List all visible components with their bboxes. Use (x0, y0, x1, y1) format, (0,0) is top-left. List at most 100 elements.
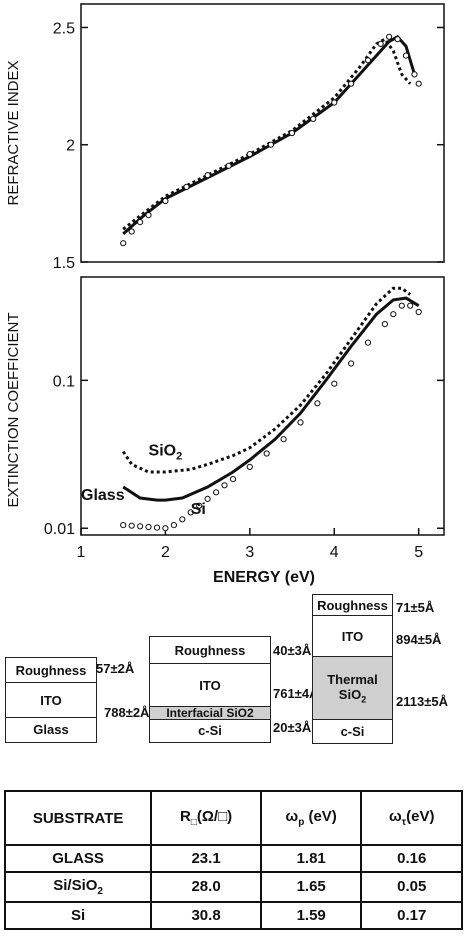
top-open-circle-point (128, 228, 135, 235)
thermal-stack-roughness-layer: Roughness (313, 595, 392, 616)
bottom-xtick-label: 3 (245, 544, 254, 561)
bottom-open-circle-point (381, 321, 388, 328)
interfacial-roughness-thickness: 40±3Å (273, 643, 312, 658)
wt-cell: 0.05 (360, 870, 463, 904)
top-open-circle-point (183, 183, 190, 190)
table-header-row: SUBSTRATE R□(Ω/□) ωp (eV) ωτ(eV) (3, 790, 463, 846)
glass-roughness-thickness: 57±2Å (96, 661, 135, 676)
relaxation-frequency-header: ωτ(eV) (360, 790, 463, 846)
top-open-circle-point (411, 71, 418, 78)
top-open-circle-point (377, 40, 384, 48)
bottom-open-circle-point (196, 502, 203, 509)
substrate-header: SUBSTRATE (3, 790, 153, 846)
glass-stack-glass-layer: Glass (33, 722, 69, 737)
top-open-circle-point (120, 240, 127, 247)
top-plot-frame (80, 3, 445, 263)
bottom-open-circle-point (407, 302, 414, 309)
bottom-open-circle-point (187, 509, 194, 516)
bottom-open-circle-point (364, 339, 372, 346)
sheet-resistance-header: R□(Ω/□) (150, 790, 262, 846)
top-ytick-label: 2 (66, 138, 75, 155)
wt-cell: 0.16 (360, 844, 463, 873)
bottom-xtick-label: 1 (77, 544, 86, 561)
bottom-series-labels: SiO2 Glass Si (81, 443, 206, 518)
sio-label: SiO2 (338, 686, 367, 705)
bottom-open-circle-point (297, 419, 304, 426)
table-row: Si/SiO2 28.0 1.65 0.05 (3, 870, 463, 904)
bottom-ytick-label: 0.01 (44, 521, 75, 538)
thermal-sio2-stack: Roughness ITO Thermal SiO2 c-Si (312, 594, 393, 744)
interfacial-sio2-thickness: 20±3Å (273, 720, 312, 735)
thermal-stack-csi-layer: c-Si (340, 723, 365, 739)
glass-stack: Roughness ITO Glass (5, 657, 97, 743)
thermal-ito-thickness: 894±5Å (396, 632, 442, 647)
bottom-xtick-label: 5 (414, 544, 423, 561)
bottom-open-circle-point (221, 482, 228, 489)
thermal-stack-ito-layer: ITO (313, 616, 392, 657)
charts-figure: 1.5 2 2.5 REFRACTIVE INDEX 0.01 0.1 1 2 3 4 5 S… (5, 3, 445, 586)
top-solid-series-line (122, 34, 416, 236)
thermal-roughness-thickness: 71±5Å (396, 600, 435, 615)
top-open-circle-point (225, 162, 232, 169)
top-open-circle-point (145, 212, 152, 219)
bottom-xtick-label: 4 (330, 544, 339, 561)
top-ylabel: REFRACTIVE INDEX (5, 60, 22, 205)
top-ytick-label: 2.5 (53, 20, 75, 37)
top-open-circle-point (137, 219, 144, 226)
bottom-xtick-group: 1 2 3 4 5 (77, 528, 423, 561)
bottom-open-circle-point (153, 524, 161, 531)
thermal-stack-sio2-layer: Thermal SiO2 (313, 657, 392, 720)
thermal-label: Thermal (327, 671, 378, 687)
interfacial-stack-roughness-layer: Roughness (150, 637, 270, 664)
plasma-frequency-header: ωp (eV) (259, 790, 363, 846)
bottom-open-circle-point (179, 516, 186, 523)
bottom-plot-frame (80, 276, 445, 536)
glass-stack-ito-layer: ITO (6, 683, 96, 718)
top-open-circle-point (246, 151, 253, 158)
bottom-open-circle-point (162, 525, 169, 532)
bottom-open-circle-point (246, 463, 253, 470)
resistance-cell: 23.1 (150, 844, 262, 873)
interfacial-ito-thickness: 761±4Å (273, 686, 319, 701)
resistance-cell: 28.0 (150, 870, 262, 904)
bottom-open-circle-point (398, 302, 405, 309)
top-open-circle-point (386, 33, 393, 40)
bottom-open-circle-point (263, 450, 270, 457)
bottom-open-circle-point (229, 476, 237, 483)
bottom-open-circle-point (331, 380, 338, 387)
thermal-sio2-thickness: 2113±5Å (396, 694, 448, 709)
top-open-circle-point (204, 172, 211, 179)
bottom-series-label: Si (191, 501, 206, 518)
bottom-solid-series-line (122, 296, 420, 502)
substrate-cell: GLASS (3, 844, 153, 873)
bottom-xtick-label: 2 (161, 544, 170, 561)
top-open-circle-point (310, 115, 317, 123)
top-open-circle-point (267, 141, 274, 148)
top-dashed-series-line (122, 37, 412, 231)
table-row: GLASS 23.1 1.81 0.16 (3, 844, 463, 873)
bottom-ylabel: EXTINCTION COEFFICIENT (5, 313, 22, 508)
bottom-open-circle-point (137, 523, 144, 530)
substrate-table: SUBSTRATE R□(Ω/□) ωp (eV) ωτ(eV) GLASS 2… (3, 790, 463, 930)
substrate-cell: Si (3, 901, 153, 930)
top-ytick-group: 1.5 2 2.5 (53, 20, 444, 272)
bottom-open-circle-point (120, 522, 127, 529)
top-open-circle-point (394, 36, 401, 43)
top-open-circle-point (415, 80, 422, 87)
bottom-ytick-group: 0.01 0.1 (44, 373, 444, 538)
top-open-circle-point (402, 52, 410, 59)
bottom-open-circle-point (128, 522, 135, 529)
wt-cell: 0.17 (360, 901, 463, 930)
top-open-circle-point (162, 197, 169, 205)
bottom-dashed-series-line (121, 286, 412, 474)
glass-ito-thickness: 788±2Å (104, 705, 150, 720)
table-row: Si 30.8 1.59 0.17 (3, 901, 463, 930)
bottom-open-circle-point (170, 522, 177, 529)
bottom-open-circle-point (213, 489, 220, 496)
bottom-open-circle-point (348, 360, 355, 367)
bottom-xlabel: ENERGY (eV) (213, 569, 315, 586)
substrate-cell: Si/SiO2 (3, 870, 153, 904)
bottom-open-circle-point (204, 495, 211, 502)
bottom-open-circle-point (145, 523, 152, 531)
interfacial-stack-sio2-layer: Interfacial SiO2 (150, 706, 270, 720)
